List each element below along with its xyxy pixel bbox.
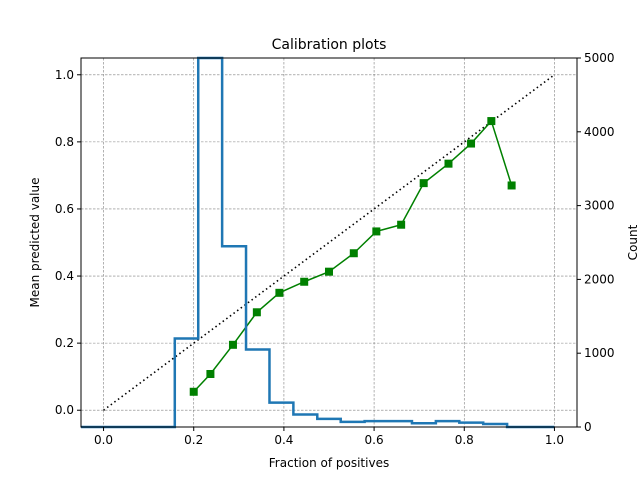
perfect-calibration-line [103,74,555,411]
chart-title: Calibration plots [272,37,387,53]
calibration-point [275,288,284,297]
calibration-point [325,267,333,276]
calibration-point [419,179,428,188]
calibration-point [444,159,453,168]
x-tick-label: 0.0 [94,433,113,447]
y-tick-label: 0.0 [55,403,74,417]
calibration-point [189,387,198,396]
calibration-point [228,340,237,349]
y-tick-label: 1.0 [55,68,74,82]
y-axis-label: Mean predicted value [28,177,42,307]
calibration-point [487,117,496,126]
y2-tick-label: 3000 [584,199,615,213]
axes-frame [80,57,578,428]
y2-tick-label: 0 [584,420,592,434]
x-tick-label: 0.2 [184,433,203,447]
calibration-point [372,227,381,236]
y-tick-label: 0.8 [55,135,74,149]
grid-lines [81,58,577,427]
calibration-point [507,181,516,190]
axis-ticks: 0.0 0.2 0.4 0.6 0.8 1.0 0.0 0.2 0.4 0.6 0.8 1.0 0 100… [55,51,615,447]
y2-tick-label: 2000 [584,272,615,286]
calibration-point [397,220,406,229]
x-tick-label: 1.0 [545,433,564,447]
calibration-point [206,369,215,378]
y2-axis-label: Count [626,224,640,260]
y-tick-label: 0.2 [55,336,74,350]
y2-tick-label: 1000 [584,346,615,360]
calibration-point [252,308,261,317]
x-axis-label: Fraction of positives [269,456,389,470]
x-tick-label: 0.4 [274,433,293,447]
y-tick-label: 0.6 [55,202,74,216]
y2-tick-label: 5000 [584,51,615,65]
x-tick-label: 0.6 [365,433,384,447]
calibration-point [467,139,476,148]
y2-tick-label: 4000 [584,125,615,139]
y-tick-label: 0.4 [55,269,74,283]
x-tick-label: 0.8 [455,433,474,447]
calibration-point [300,277,309,286]
calibration-point [349,249,358,258]
